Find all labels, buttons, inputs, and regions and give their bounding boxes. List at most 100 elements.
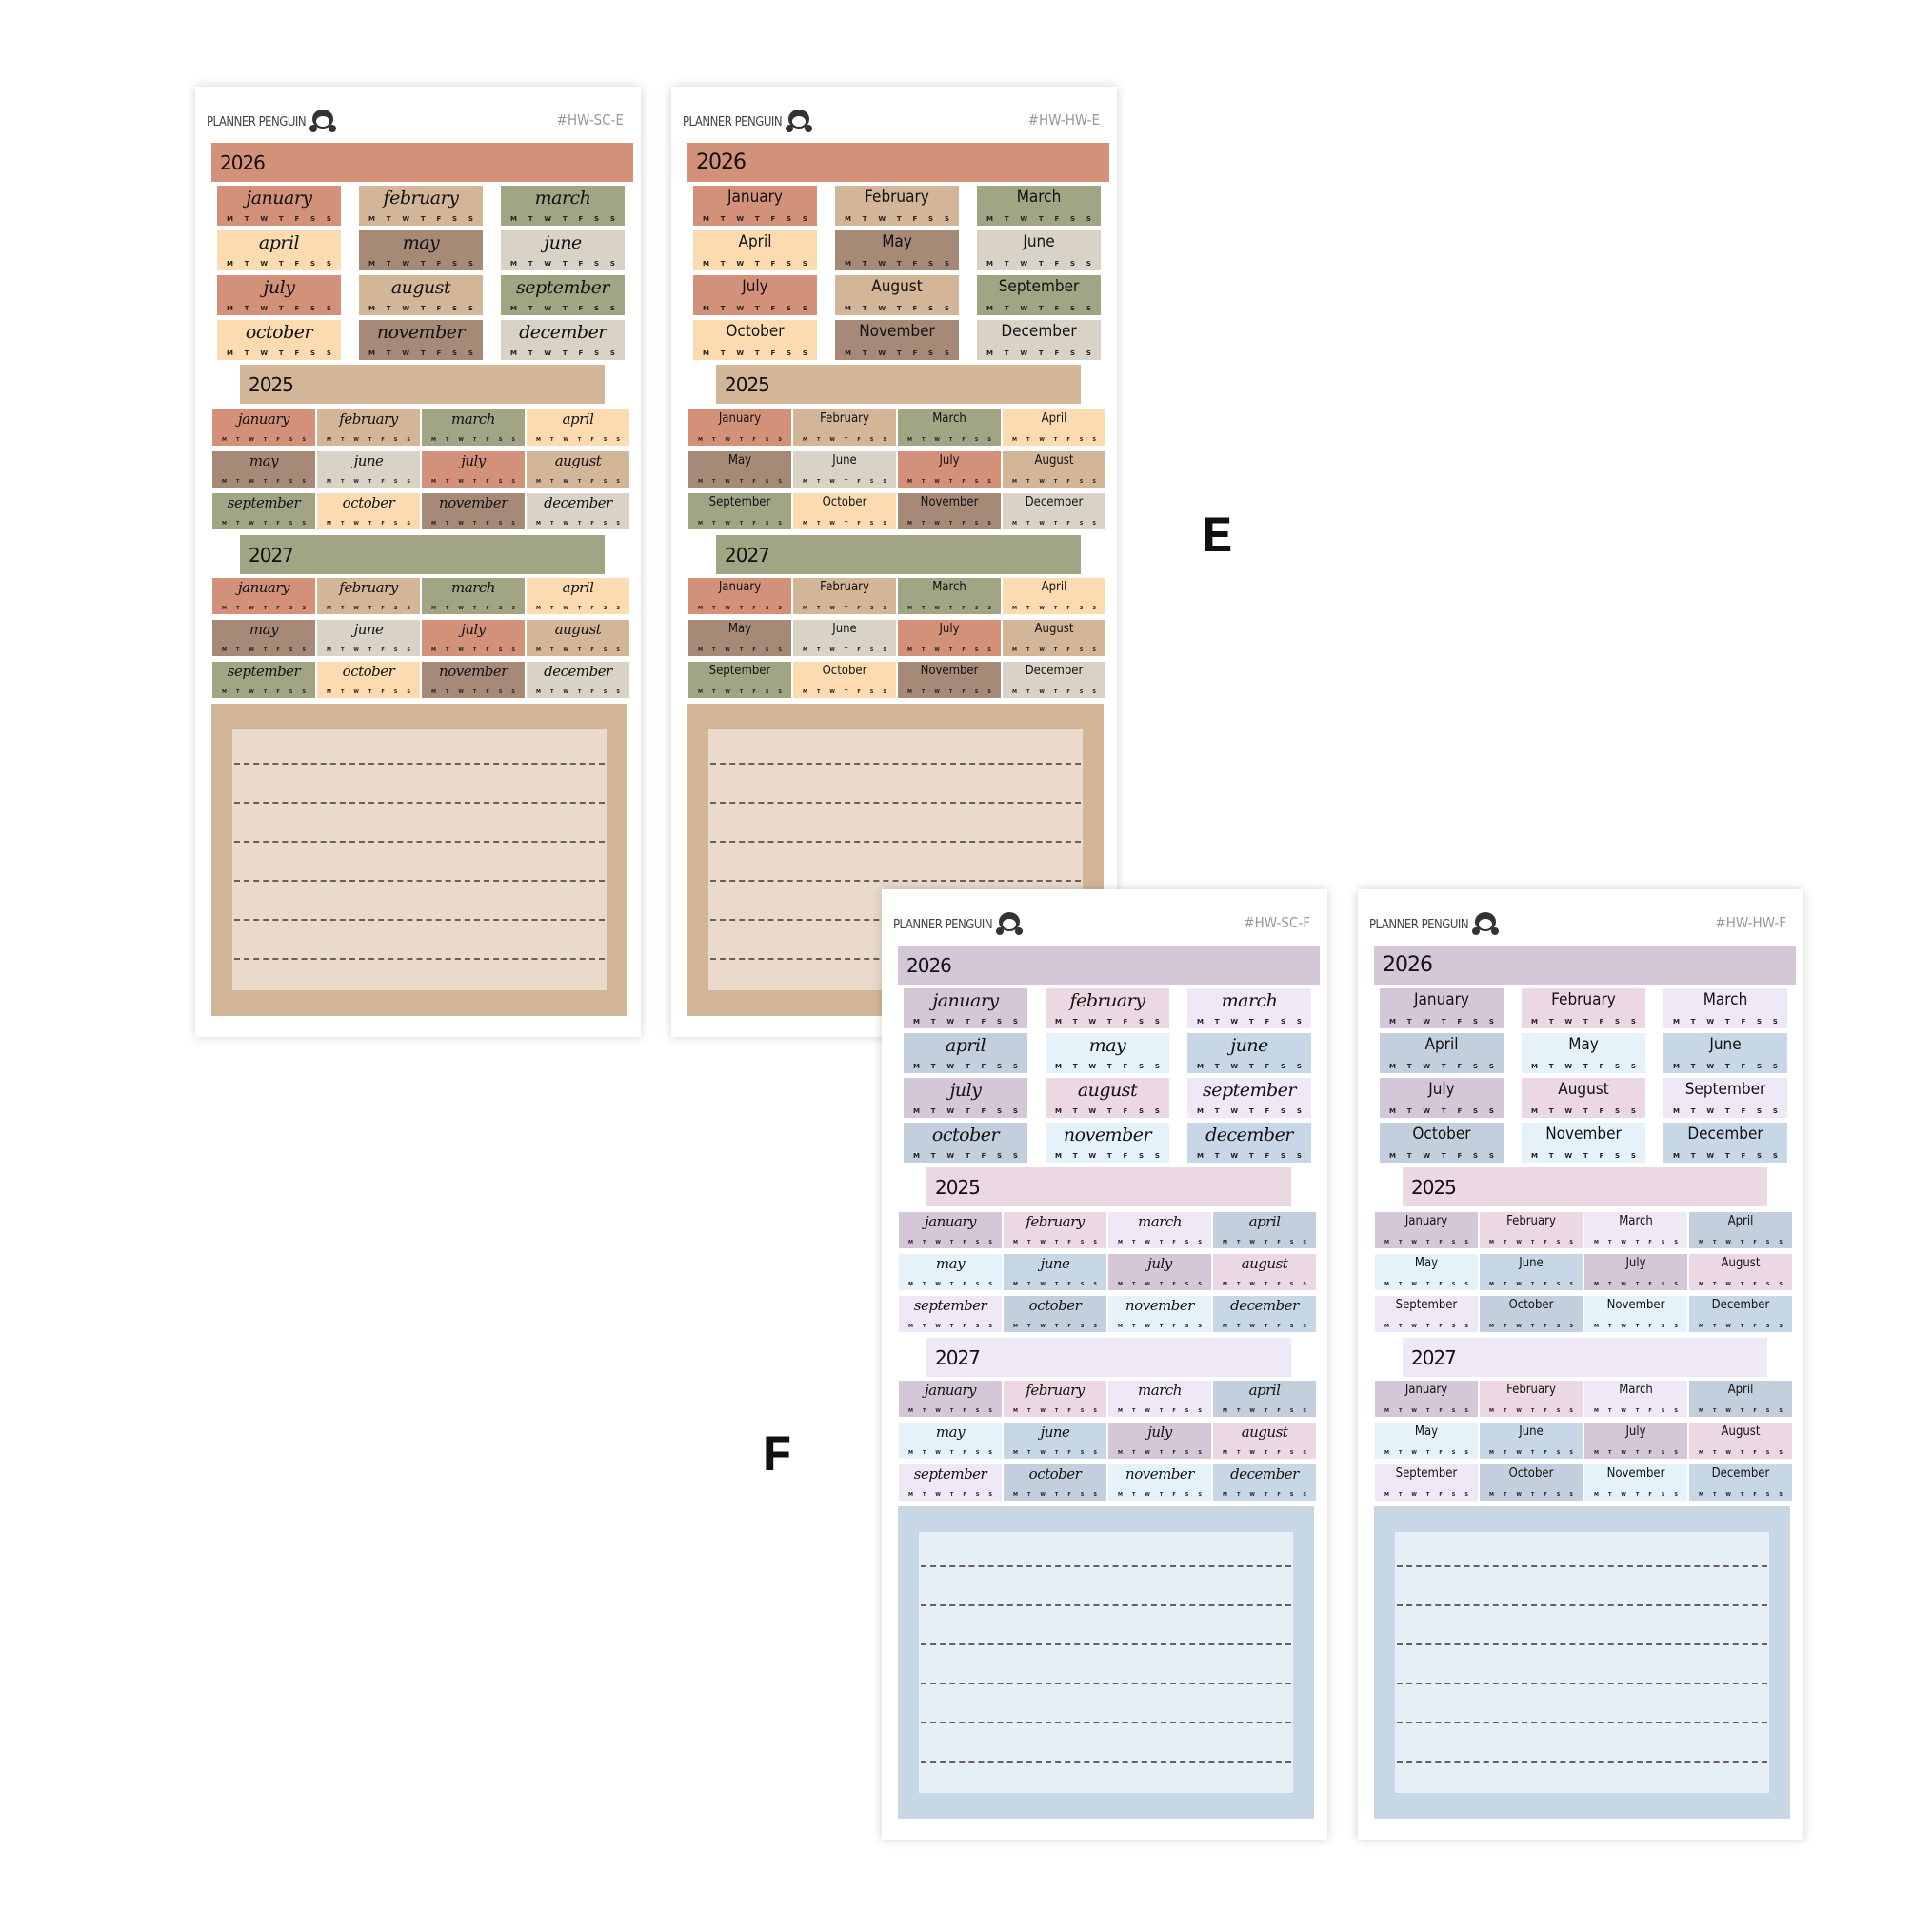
month-sticker[interactable]: january M T W T F S S — [212, 409, 315, 446]
month-sticker[interactable]: October M T W T F S S — [693, 320, 817, 360]
month-sticker[interactable]: September M T W T F S S — [688, 662, 791, 698]
month-sticker[interactable]: october M T W T F S S — [317, 493, 420, 529]
month-sticker[interactable]: june M T W T F S S — [1004, 1254, 1106, 1290]
month-sticker[interactable]: January M T W T F S S — [1380, 988, 1504, 1028]
month-sticker[interactable]: february M T W T F S S — [317, 578, 420, 614]
month-sticker[interactable]: may M T W T F S S — [899, 1254, 1002, 1290]
month-sticker[interactable]: july M T W T F S S — [1108, 1254, 1211, 1290]
month-sticker[interactable]: october M T W T F S S — [217, 320, 341, 360]
month-sticker[interactable]: november M T W T F S S — [359, 320, 483, 360]
month-sticker[interactable]: february M T W T F S S — [359, 186, 483, 226]
month-sticker[interactable]: August M T W T F S S — [1689, 1423, 1792, 1459]
month-sticker[interactable]: June M T W T F S S — [1663, 1033, 1787, 1073]
month-sticker[interactable]: september M T W T F S S — [899, 1464, 1002, 1501]
month-sticker[interactable]: February M T W T F S S — [1480, 1381, 1583, 1417]
month-sticker[interactable]: October M T W T F S S — [1480, 1296, 1583, 1332]
month-sticker[interactable]: March M T W T F S S — [1584, 1381, 1687, 1417]
month-sticker[interactable]: may M T W T F S S — [212, 620, 315, 656]
month-sticker[interactable]: November M T W T F S S — [898, 493, 1001, 529]
notes-box[interactable] — [1374, 1506, 1790, 1819]
month-sticker[interactable]: February M T W T F S S — [835, 186, 959, 226]
month-sticker[interactable]: july M T W T F S S — [422, 451, 525, 488]
month-sticker[interactable]: August M T W T F S S — [1689, 1254, 1792, 1290]
month-sticker[interactable]: march M T W T F S S — [1187, 988, 1311, 1028]
month-sticker[interactable]: January M T W T F S S — [693, 186, 817, 226]
month-sticker[interactable]: May M T W T F S S — [1375, 1254, 1478, 1290]
month-sticker[interactable]: December M T W T F S S — [1663, 1123, 1787, 1163]
month-sticker[interactable]: December M T W T F S S — [1003, 662, 1105, 698]
month-sticker[interactable]: October M T W T F S S — [1480, 1464, 1583, 1501]
month-sticker[interactable]: november M T W T F S S — [1108, 1464, 1211, 1501]
month-sticker[interactable]: April M T W T F S S — [1003, 578, 1105, 614]
month-sticker[interactable]: september M T W T F S S — [899, 1296, 1002, 1332]
month-sticker[interactable]: November M T W T F S S — [1584, 1296, 1687, 1332]
month-sticker[interactable]: February M T W T F S S — [1480, 1212, 1583, 1248]
month-sticker[interactable]: November M T W T F S S — [1522, 1123, 1645, 1163]
month-sticker[interactable]: april M T W T F S S — [1213, 1381, 1316, 1417]
month-sticker[interactable]: december M T W T F S S — [1213, 1296, 1316, 1332]
month-sticker[interactable]: September M T W T F S S — [1663, 1078, 1787, 1118]
notes-area[interactable] — [232, 729, 607, 990]
month-sticker[interactable]: May M T W T F S S — [835, 230, 959, 270]
month-sticker[interactable]: June M T W T F S S — [1480, 1423, 1583, 1459]
month-sticker[interactable]: march M T W T F S S — [422, 409, 525, 446]
month-sticker[interactable]: September M T W T F S S — [1375, 1464, 1478, 1501]
month-sticker[interactable]: august M T W T F S S — [1213, 1254, 1316, 1290]
notes-box[interactable] — [211, 704, 627, 1016]
month-sticker[interactable]: october M T W T F S S — [1004, 1464, 1106, 1501]
month-sticker[interactable]: july M T W T F S S — [904, 1078, 1027, 1118]
month-sticker[interactable]: may M T W T F S S — [1046, 1033, 1169, 1073]
month-sticker[interactable]: March M T W T F S S — [977, 186, 1101, 226]
month-sticker[interactable]: January M T W T F S S — [688, 409, 791, 446]
month-sticker[interactable]: april M T W T F S S — [527, 409, 629, 446]
month-sticker[interactable]: june M T W T F S S — [1004, 1423, 1106, 1459]
month-sticker[interactable]: may M T W T F S S — [212, 451, 315, 488]
month-sticker[interactable]: january M T W T F S S — [899, 1212, 1002, 1248]
month-sticker[interactable]: September M T W T F S S — [977, 275, 1101, 315]
month-sticker[interactable]: July M T W T F S S — [1584, 1423, 1687, 1459]
month-sticker[interactable]: july M T W T F S S — [217, 275, 341, 315]
month-sticker[interactable]: february M T W T F S S — [1004, 1212, 1106, 1248]
month-sticker[interactable]: july M T W T F S S — [422, 620, 525, 656]
month-sticker[interactable]: August M T W T F S S — [1522, 1078, 1645, 1118]
month-sticker[interactable]: August M T W T F S S — [835, 275, 959, 315]
month-sticker[interactable]: november M T W T F S S — [422, 662, 525, 698]
month-sticker[interactable]: May M T W T F S S — [1375, 1423, 1478, 1459]
month-sticker[interactable]: June M T W T F S S — [977, 230, 1101, 270]
month-sticker[interactable]: december M T W T F S S — [1187, 1123, 1311, 1163]
month-sticker[interactable]: february M T W T F S S — [1004, 1381, 1106, 1417]
month-sticker[interactable]: may M T W T F S S — [359, 230, 483, 270]
month-sticker[interactable]: August M T W T F S S — [1003, 451, 1105, 488]
month-sticker[interactable]: May M T W T F S S — [688, 451, 791, 488]
month-sticker[interactable]: april M T W T F S S — [527, 578, 629, 614]
month-sticker[interactable]: July M T W T F S S — [1584, 1254, 1687, 1290]
month-sticker[interactable]: April M T W T F S S — [1003, 409, 1105, 446]
month-sticker[interactable]: march M T W T F S S — [1108, 1381, 1211, 1417]
month-sticker[interactable]: april M T W T F S S — [1213, 1212, 1316, 1248]
month-sticker[interactable]: July M T W T F S S — [1380, 1078, 1504, 1118]
month-sticker[interactable]: October M T W T F S S — [793, 493, 896, 529]
month-sticker[interactable]: July M T W T F S S — [898, 620, 1001, 656]
month-sticker[interactable]: september M T W T F S S — [212, 662, 315, 698]
month-sticker[interactable]: june M T W T F S S — [317, 620, 420, 656]
month-sticker[interactable]: december M T W T F S S — [527, 493, 629, 529]
month-sticker[interactable]: march M T W T F S S — [1108, 1212, 1211, 1248]
month-sticker[interactable]: april M T W T F S S — [217, 230, 341, 270]
month-sticker[interactable]: march M T W T F S S — [422, 578, 525, 614]
month-sticker[interactable]: September M T W T F S S — [1375, 1296, 1478, 1332]
month-sticker[interactable]: march M T W T F S S — [501, 186, 625, 226]
month-sticker[interactable]: december M T W T F S S — [1213, 1464, 1316, 1501]
month-sticker[interactable]: february M T W T F S S — [317, 409, 420, 446]
month-sticker[interactable]: November M T W T F S S — [1584, 1464, 1687, 1501]
month-sticker[interactable]: january M T W T F S S — [904, 988, 1027, 1028]
month-sticker[interactable]: February M T W T F S S — [1522, 988, 1645, 1028]
month-sticker[interactable]: April M T W T F S S — [693, 230, 817, 270]
month-sticker[interactable]: january M T W T F S S — [212, 578, 315, 614]
month-sticker[interactable]: september M T W T F S S — [212, 493, 315, 529]
month-sticker[interactable]: December M T W T F S S — [1689, 1296, 1792, 1332]
month-sticker[interactable]: november M T W T F S S — [422, 493, 525, 529]
month-sticker[interactable]: june M T W T F S S — [317, 451, 420, 488]
month-sticker[interactable]: June M T W T F S S — [1480, 1254, 1583, 1290]
month-sticker[interactable]: March M T W T F S S — [898, 578, 1001, 614]
month-sticker[interactable]: August M T W T F S S — [1003, 620, 1105, 656]
